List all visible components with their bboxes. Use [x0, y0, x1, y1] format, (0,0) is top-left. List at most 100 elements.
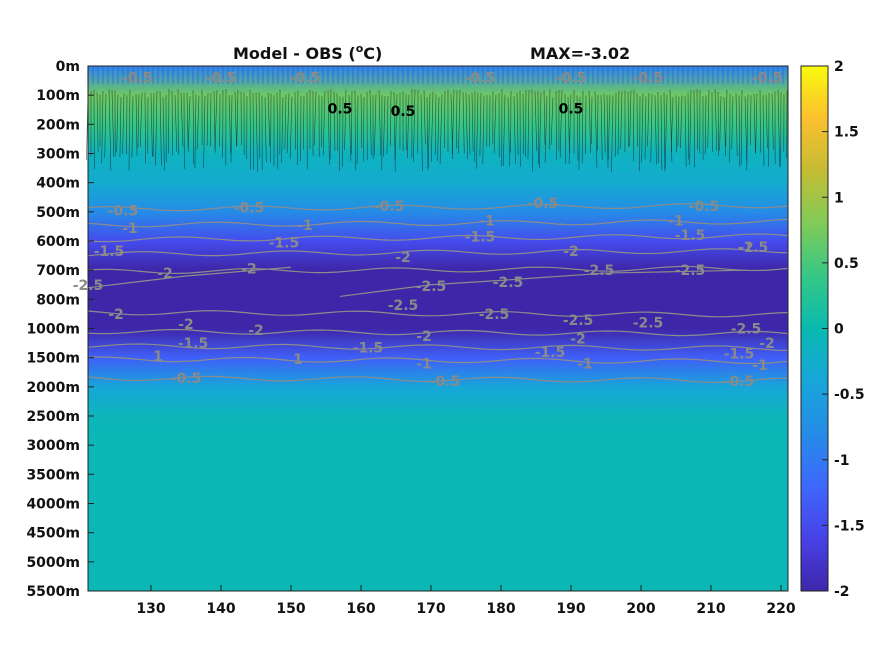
contour-label: -0.5 [171, 371, 202, 387]
y-tick-label: 500m [36, 205, 80, 221]
contour-label: -0.5 [724, 374, 755, 390]
contour-label: 1 [293, 352, 303, 368]
x-tick-label: 180 [486, 601, 515, 617]
contour-label: -1 [479, 214, 495, 230]
y-tick-label: 200m [36, 117, 80, 133]
contour-label: -2 [395, 250, 411, 266]
contour-label: -1.5 [675, 228, 706, 244]
contour-label: -0.5 [206, 71, 237, 87]
x-tick-label: 200 [626, 601, 655, 617]
colorbar-tick-label: 1.5 [834, 125, 859, 141]
contour-label: -2 [416, 329, 432, 345]
contour-label: -1 [297, 218, 313, 234]
y-tick-label: 400m [36, 176, 80, 192]
y-tick-label: 3500m [26, 467, 80, 483]
contour-label: -2.5 [584, 263, 615, 279]
contour-label: -2 [563, 244, 579, 260]
contour-label: -0.5 [465, 71, 496, 87]
contour-label: -2 [157, 266, 173, 282]
chart-title-end: C) [363, 44, 382, 63]
contour-label: -0.5 [689, 199, 720, 215]
contour-label: 1 [153, 349, 163, 365]
y-axis: 0m 100m 200m 300m 400m 500m 600m 700m 800m 1000m 1… [26, 59, 94, 600]
y-tick-label: 3000m [26, 438, 80, 454]
contour-label: -1 [752, 358, 768, 374]
y-tick-label: 0m [56, 59, 80, 75]
contour-label: -1.5 [535, 345, 566, 361]
contour-label: -1.5 [178, 336, 209, 352]
y-tick-label: 700m [36, 263, 80, 279]
contour-label: -2.5 [493, 275, 524, 291]
contour-label: -2.5 [675, 263, 706, 279]
max-label: MAX=-3.02 [530, 44, 630, 63]
contour-label: -1.5 [465, 230, 496, 246]
y-tick-label: 2500m [26, 409, 80, 425]
contour-label: -2.5 [479, 307, 510, 323]
y-tick-label: 1000m [26, 322, 80, 338]
x-tick-label: 170 [416, 601, 445, 617]
colorbar-tick-label: 2 [834, 59, 844, 75]
contour-label: -2 [248, 323, 264, 339]
contour-lines [87, 203, 789, 384]
contour-label: -0.5 [556, 71, 587, 87]
x-axis: 130 140 150 160 170 180 190 200 210 220 [136, 585, 796, 617]
y-tick-label: 5000m [26, 555, 80, 571]
contour-label: -2 [178, 317, 194, 333]
x-tick-label: 140 [206, 601, 235, 617]
colorbar-tick-label: 0.5 [834, 256, 859, 272]
y-tick-label: 4000m [26, 497, 80, 513]
contour-label: -1 [416, 357, 432, 373]
contour-label: -0.5 [108, 203, 139, 219]
contour-labels: -0.5 -0.5 -0.5 -0.5 -0.5 -0.5 -0.5 0.5 0.5 0.5 -0.… [73, 71, 783, 390]
contour-label: -2 [241, 262, 257, 278]
contour-label: -1.5 [94, 244, 125, 260]
x-tick-label: 190 [556, 601, 585, 617]
colorbar-tick-label: 0 [834, 322, 844, 338]
x-tick-label: 160 [346, 601, 375, 617]
contour-label: -0.5 [290, 71, 321, 87]
contour-label: -1 [577, 357, 593, 373]
contour-label: -2.5 [731, 322, 762, 338]
contour-label: -0.5 [528, 196, 559, 212]
contour-label: -2 [759, 336, 775, 352]
contour-label: -1.5 [724, 346, 755, 362]
contour-label: -2.5 [563, 313, 594, 329]
contour-label: -0.5 [430, 374, 461, 390]
colorbar-ticks: 2 1.5 1 0.5 0 -0.5 -1 -1.5 -2 [822, 59, 865, 600]
contour-label: 0.5 [328, 101, 353, 117]
plot-area: -0.5 -0.5 -0.5 -0.5 -0.5 -0.5 -0.5 0.5 0.5 0.5 -0.… [73, 65, 789, 592]
contour-label: -0.5 [234, 200, 265, 216]
x-tick-label: 150 [276, 601, 305, 617]
contour-label: -2 [108, 307, 124, 323]
y-tick-label: 5500m [26, 584, 80, 600]
chart-title-main: Model - OBS ( [233, 44, 356, 63]
y-tick-label: 100m [36, 88, 80, 104]
x-tick-label: 130 [136, 601, 165, 617]
contour-label: -0.5 [633, 71, 664, 87]
colorbar: 2 1.5 1 0.5 0 -0.5 -1 -1.5 -2 [800, 59, 865, 600]
y-tick-label: 1500m [26, 351, 80, 367]
contour-label: 0.5 [559, 101, 584, 117]
x-tick-label: 210 [696, 601, 725, 617]
contour-label: -2 [570, 332, 586, 348]
chart-title: Model - OBS (oC) [233, 42, 382, 63]
y-tick-label: 300m [36, 147, 80, 163]
contour-label: -1 [668, 214, 684, 230]
contour-label: -2 [738, 240, 754, 256]
contour-label: -1.5 [269, 235, 300, 251]
surface-noise-layer [86, 66, 788, 173]
colorbar-tick-label: -2 [834, 584, 850, 600]
contour-label: -0.5 [374, 199, 405, 215]
contour-label: -1.5 [738, 240, 769, 256]
y-tick-label: 600m [36, 234, 80, 250]
chart-title-sup: o [356, 42, 364, 55]
contour-label: -0.5 [752, 71, 783, 87]
contour-label: 0.5 [391, 104, 416, 120]
contour-label: -0.5 [122, 71, 153, 87]
colorbar-tick-label: -0.5 [834, 387, 865, 403]
colorbar-tick-label: -1 [834, 453, 850, 469]
contour-label: -1.5 [353, 340, 384, 356]
contour-label: -2.5 [633, 316, 664, 332]
colorbar-tick-label: 1 [834, 190, 844, 206]
